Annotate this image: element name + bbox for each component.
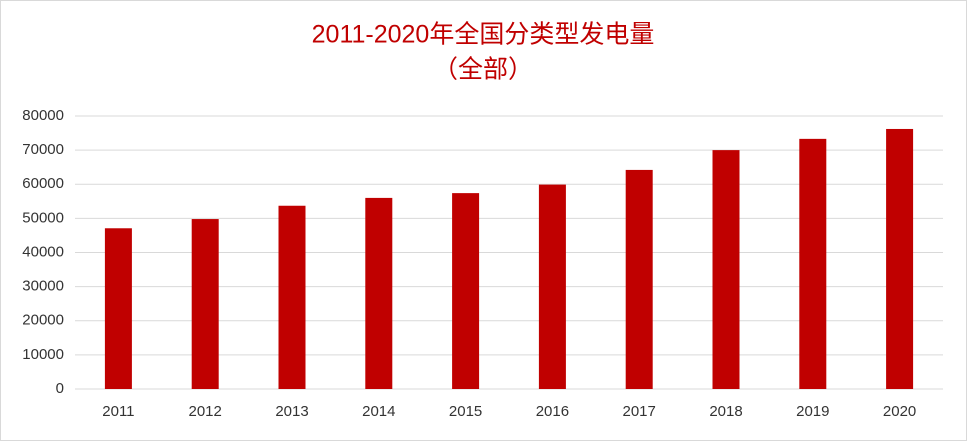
bar (886, 128, 914, 389)
y-tick-label: 50000 (22, 209, 64, 226)
y-tick-label: 10000 (22, 346, 64, 363)
y-tick-label: 40000 (22, 243, 64, 260)
chart-title: 2011-2020年全国分类型发电量 (312, 21, 655, 49)
x-tick-label: 2019 (796, 403, 829, 420)
bar (538, 184, 566, 389)
x-tick-label: 2015 (449, 403, 482, 420)
chart-subtitle: （全部） (433, 56, 533, 84)
y-tick-label: 0 (56, 380, 64, 397)
bar (625, 169, 653, 389)
x-tick-label: 2012 (189, 403, 222, 420)
x-tick-label: 2011 (102, 403, 134, 420)
y-tick-label: 70000 (22, 141, 64, 158)
y-tick-label: 60000 (22, 175, 64, 192)
bar (191, 219, 219, 389)
bar (452, 193, 480, 389)
y-tick-label: 20000 (22, 312, 64, 329)
x-tick-label: 2014 (362, 403, 395, 420)
x-tick-label: 2016 (536, 403, 569, 420)
y-tick-label: 80000 (22, 107, 64, 124)
bar (278, 205, 306, 389)
bar (365, 197, 393, 389)
y-tick-label: 30000 (22, 278, 64, 295)
x-tick-label: 2020 (883, 403, 916, 420)
x-tick-label: 2017 (623, 403, 656, 420)
bar (104, 228, 132, 389)
bar (799, 138, 827, 389)
bar (712, 150, 740, 389)
x-tick-label: 2013 (275, 403, 308, 420)
x-tick-label: 2018 (709, 403, 742, 420)
